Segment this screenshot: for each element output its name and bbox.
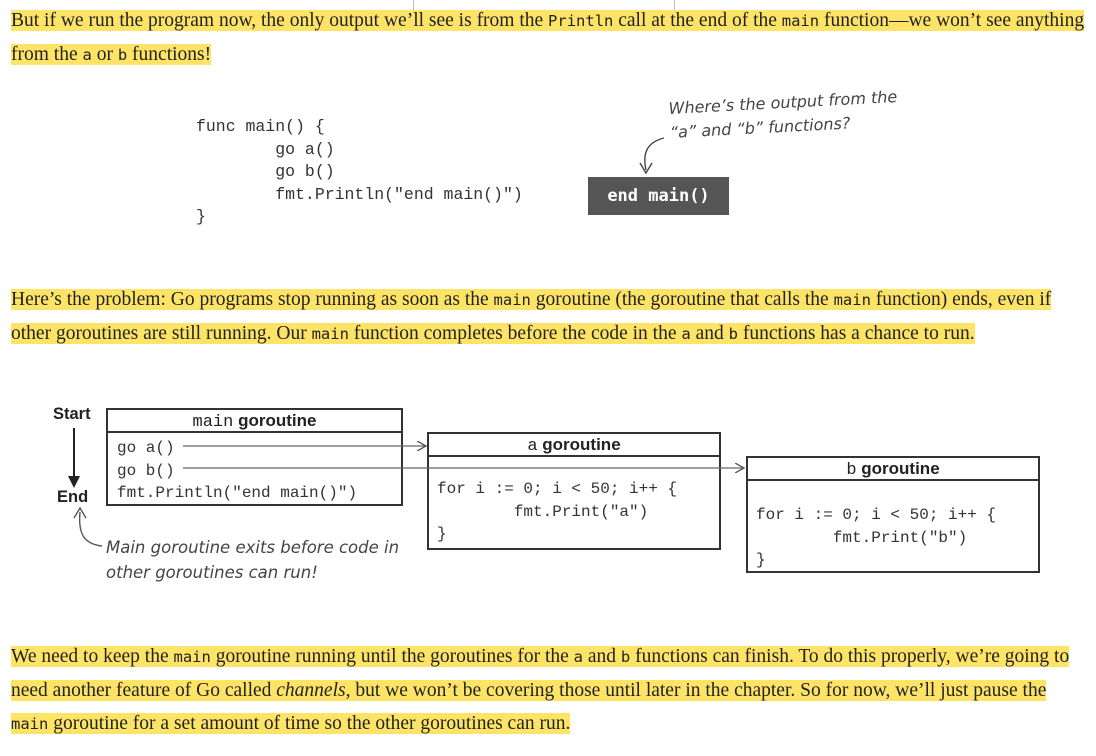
paragraph-2: Here’s the problem: Go programs stop run… <box>11 289 1052 344</box>
annotation-arrow <box>644 137 665 171</box>
exit-note: Main goroutine exits before code in othe… <box>106 538 400 582</box>
main-goroutine-box: main goroutine go a() go b() fmt.Println… <box>106 408 403 506</box>
a-goroutine-box: a goroutine for i := 0; i < 50; i++ { fm… <box>427 432 721 550</box>
a-goroutine-header: a goroutine <box>429 434 719 457</box>
code-println: Println <box>548 12 614 30</box>
end-label: End <box>57 488 89 506</box>
code-block: func main() { go a() go b() fmt.Println(… <box>196 117 523 226</box>
b-goroutine-box: b goroutine for i := 0; i < 50; i++ { fm… <box>746 456 1040 573</box>
start-label: Start <box>53 405 91 423</box>
paragraph-3: We need to keep the main goroutine runni… <box>11 646 1070 734</box>
channels-term: channels <box>276 680 346 701</box>
b-goroutine-header: b goroutine <box>748 458 1038 481</box>
paragraph-1: But if we run the program now, the only … <box>11 10 1085 65</box>
note-arrow <box>78 511 103 547</box>
main-goroutine-header: main goroutine <box>108 410 401 433</box>
program-output: end main() <box>588 177 729 215</box>
